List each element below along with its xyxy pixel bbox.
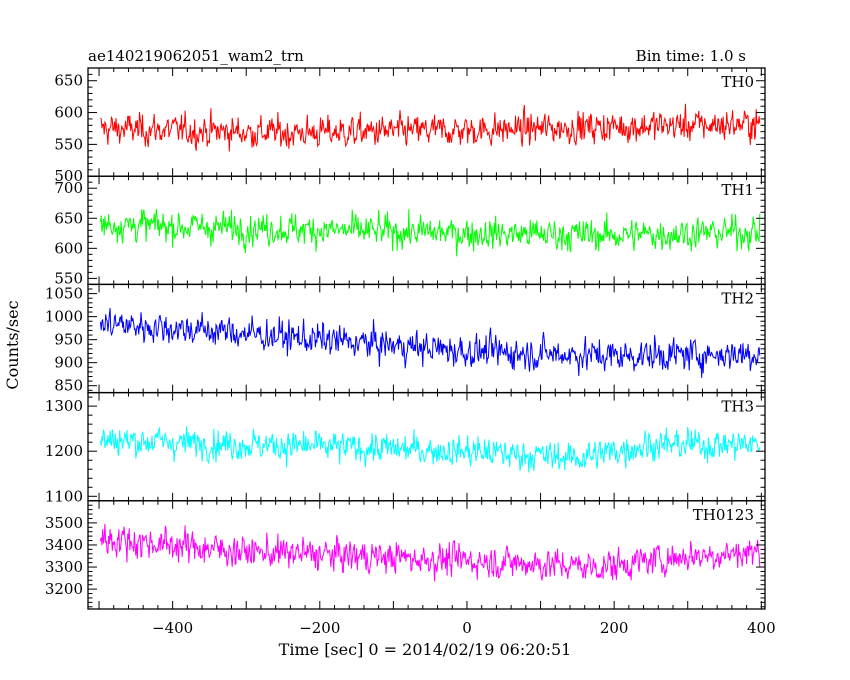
trace-th0 [100, 103, 761, 152]
panel-label-th3: TH3 [721, 398, 754, 416]
x-axis-label: Time [sec] 0 = 2014/02/19 06:20:51 [279, 640, 572, 659]
panel-th1: 550 600 650 700 TH1 [54, 175, 766, 287]
y-tick-label: 950 [54, 331, 83, 349]
y-tick-label: 1100 [45, 487, 83, 505]
panel-label-th2: TH2 [721, 289, 754, 307]
y-tick-label: 900 [54, 354, 83, 372]
y-tick-label: 550 [54, 269, 83, 287]
y-tick-label: 1000 [45, 308, 83, 326]
y-tick-label: 600 [54, 239, 83, 257]
y-axis-label: Counts/sec [3, 300, 22, 389]
y-tick-label: 600 [54, 104, 83, 122]
y-tick-label: 500 [54, 167, 83, 185]
x-tick-label: 0 [462, 619, 472, 637]
y-tick-label: 3400 [45, 536, 83, 554]
panel-th0: 500 550 600 650 TH0 [54, 67, 766, 185]
figure-title: ae140219062051_wam2_trn [88, 47, 304, 65]
y-tick-label: 700 [54, 179, 83, 197]
y-tick-label: 1300 [45, 397, 83, 415]
trace-th1 [100, 208, 761, 257]
trace-th2 [100, 308, 761, 378]
y-tick-label: 3200 [45, 580, 83, 598]
bin-time-label: Bin time: 1.0 s [636, 47, 746, 65]
y-tick-label: 1050 [45, 285, 83, 303]
y-tick-label: 3300 [45, 558, 83, 576]
panel-frame-th0123 [87, 500, 766, 610]
x-axis: −400 −200 0 200 400 [152, 619, 776, 637]
trace-th3 [100, 426, 761, 473]
panel-label-th1: TH1 [721, 181, 754, 199]
panel-th3: 1100 1200 1300 TH3 [45, 391, 766, 505]
panel-label-th0123: TH0123 [693, 506, 754, 524]
panel-th2: 850 900 950 1000 1050 TH2 [45, 283, 766, 395]
x-tick-label: 200 [600, 619, 629, 637]
panels-group: 500 550 600 650 TH0 550 600 650 700 TH1 850 900 950 1… [45, 67, 766, 610]
trace-th0123 [100, 523, 761, 582]
panel-label-th0: TH0 [721, 73, 754, 91]
x-tick-label: −200 [299, 619, 340, 637]
y-tick-label: 3500 [45, 514, 83, 532]
panel-th0123: 3200 3300 3400 3500 TH0123 [45, 500, 766, 610]
panel-frame-th0 [87, 67, 766, 177]
x-tick-label: 400 [747, 619, 776, 637]
y-tick-label: 1200 [45, 442, 83, 460]
y-tick-label: 650 [54, 209, 83, 227]
x-tick-label: −400 [152, 619, 193, 637]
y-tick-label: 550 [54, 135, 83, 153]
y-tick-label: 650 [54, 72, 83, 90]
y-tick-label: 850 [54, 377, 83, 395]
